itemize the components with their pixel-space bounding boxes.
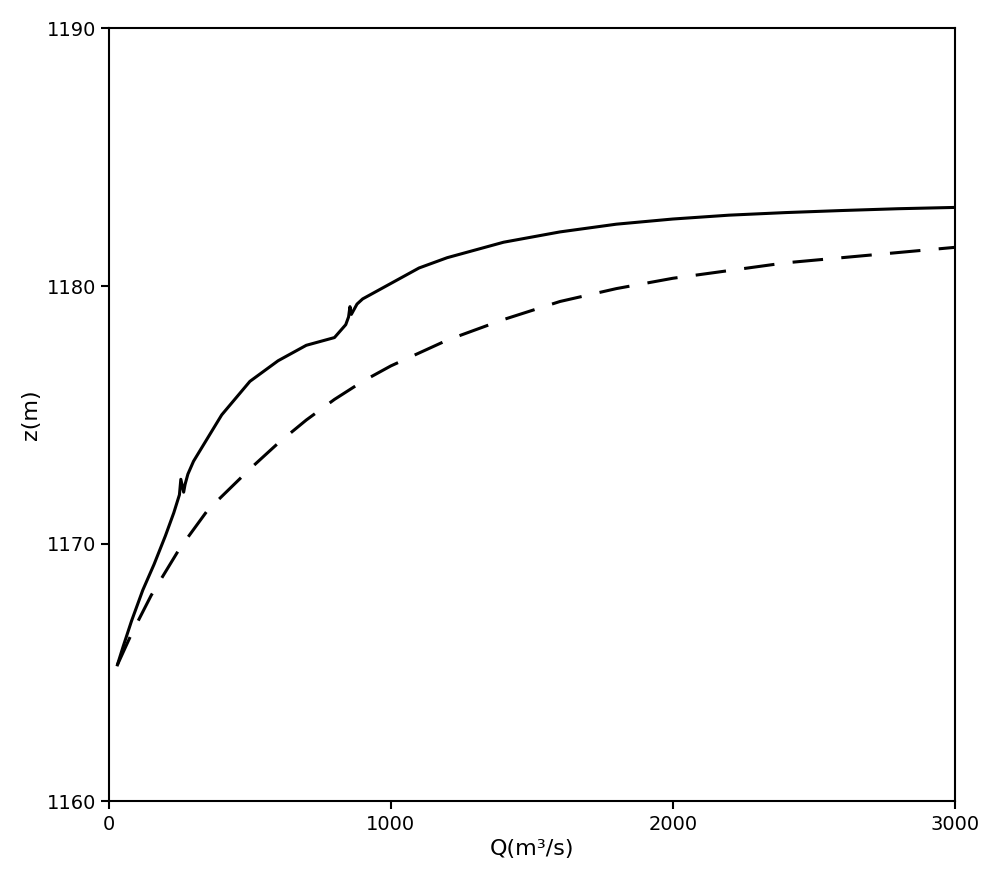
Y-axis label: z(m): z(m) — [21, 390, 41, 440]
X-axis label: Q(m³/s): Q(m³/s) — [490, 840, 574, 859]
